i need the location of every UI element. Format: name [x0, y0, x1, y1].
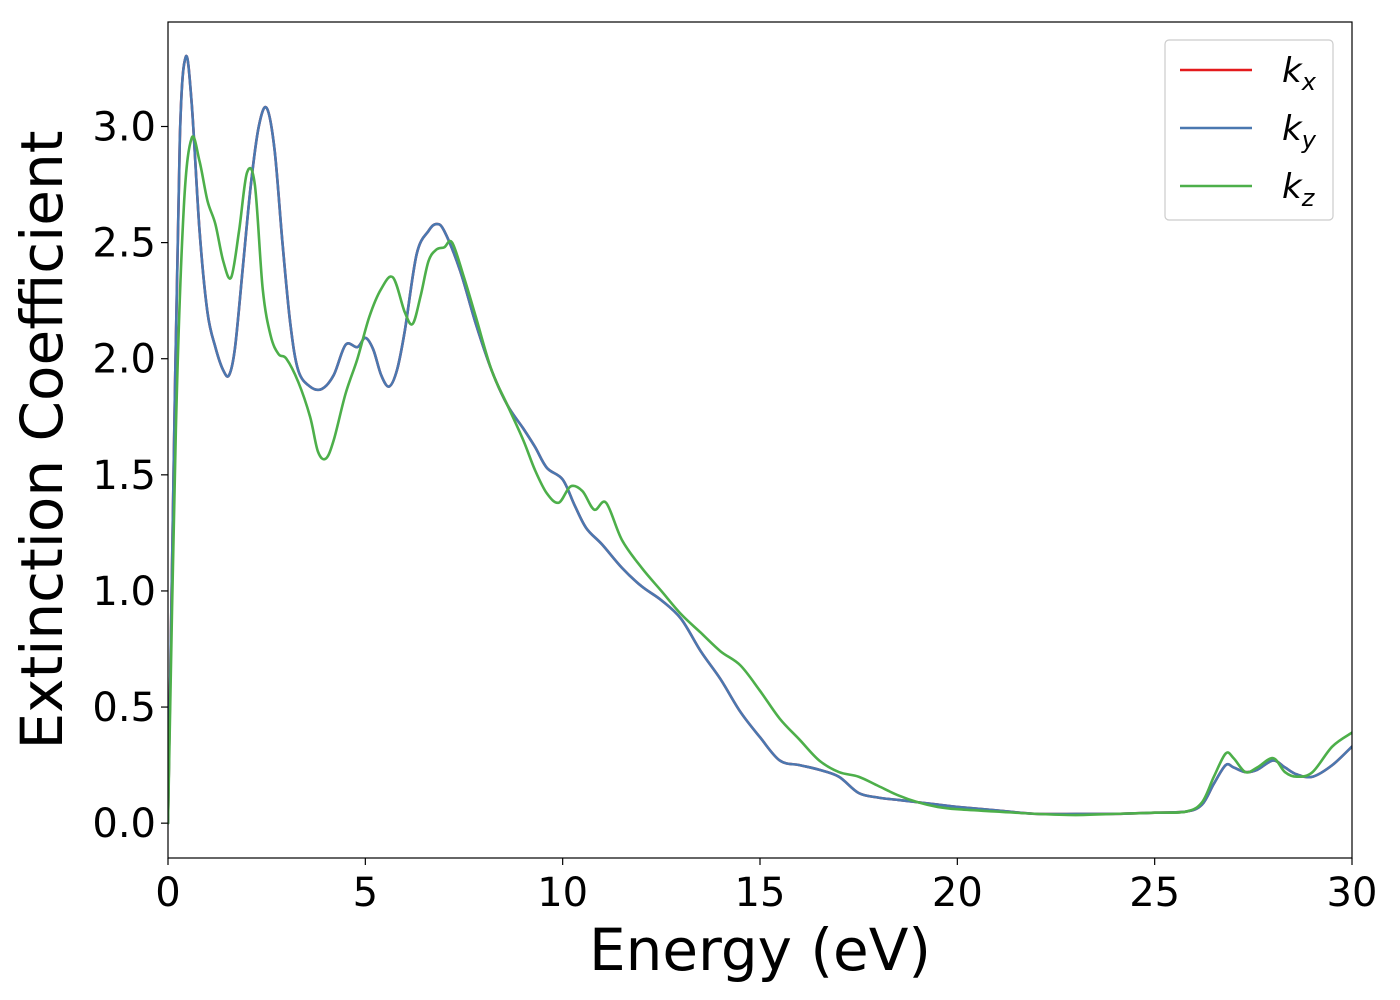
plot-area [168, 22, 1352, 858]
y-axis-ticks: 0.0 0.5 1.0 1.5 2.0 2.5 3.0 [92, 105, 168, 847]
legend-label-kx: kx [1282, 51, 1317, 96]
legend-label-main: k [1282, 109, 1303, 149]
x-tick-label: 20 [932, 870, 983, 916]
legend-label-main: k [1282, 167, 1303, 207]
legend-label-subscript: x [1301, 68, 1317, 96]
y-tick-label: 1.0 [92, 569, 156, 615]
y-tick-label: 2.5 [92, 221, 156, 267]
x-tick-label: 25 [1129, 870, 1180, 916]
y-tick-label: 0.5 [92, 685, 156, 731]
y-tick-label: 2.0 [92, 337, 156, 383]
y-tick-label: 0.0 [92, 801, 156, 847]
legend-label-kz: kz [1282, 167, 1316, 212]
legend-label-subscript: z [1301, 184, 1316, 212]
y-tick-label: 1.5 [92, 453, 156, 499]
y-tick-label: 3.0 [92, 105, 156, 151]
legend-label-main: k [1282, 51, 1303, 91]
y-axis-label: Extinction Coefficient [8, 131, 76, 750]
x-axis-ticks: 0 5 10 15 20 25 30 [155, 858, 1377, 916]
legend-box [1164, 39, 1334, 221]
x-tick-label: 10 [537, 870, 588, 916]
series-lines [168, 54, 1352, 825]
series-line-kz [168, 135, 1352, 825]
legend-label-subscript: y [1301, 126, 1317, 154]
plot-background [168, 22, 1352, 858]
x-tick-label: 15 [735, 870, 786, 916]
x-tick-label: 5 [353, 870, 378, 916]
legend-label-ky: ky [1282, 109, 1317, 154]
x-tick-label: 0 [155, 870, 180, 916]
x-axis-label: Energy (eV) [589, 916, 931, 984]
x-tick-label: 30 [1327, 870, 1378, 916]
